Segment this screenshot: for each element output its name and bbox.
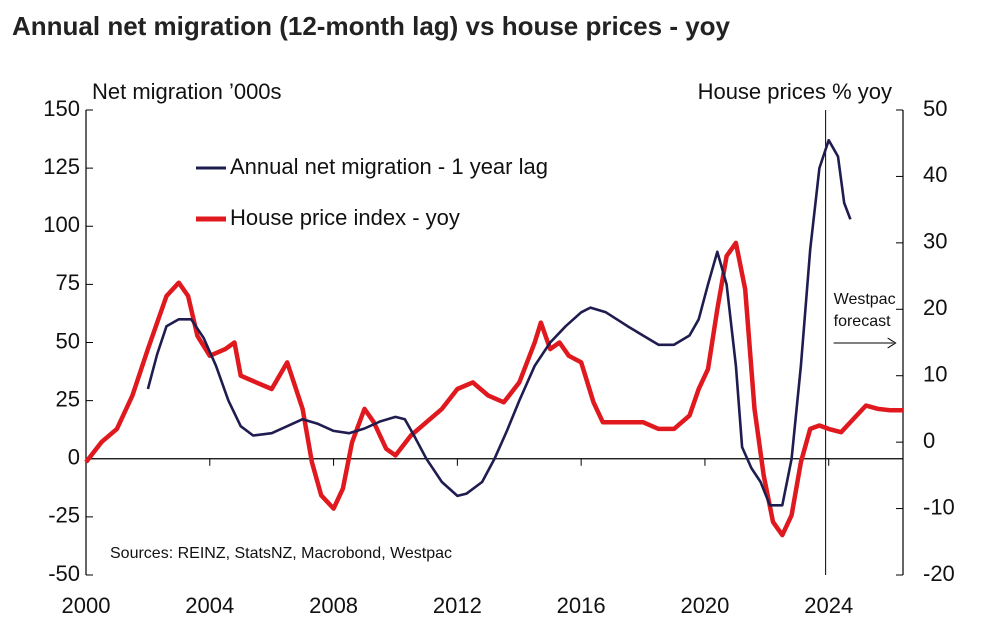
y-tick-label: 150 [43, 96, 80, 121]
annotation-text: Westpac [834, 291, 896, 308]
y-tick-label: 25 [56, 386, 80, 411]
x-tick-label: 2008 [309, 593, 358, 618]
chart-title: Annual net migration (12-month lag) vs h… [12, 11, 731, 41]
y2-tick-label: 30 [923, 229, 947, 254]
y2-tick-label: -20 [923, 561, 955, 586]
y2-tick-label: 50 [923, 96, 947, 121]
y2-tick-label: -10 [923, 494, 955, 519]
y-tick-label: 75 [56, 270, 80, 295]
y2-tick-label: 40 [923, 162, 947, 187]
annotation-arrowhead [887, 337, 897, 349]
annotation-text: forecast [834, 313, 891, 330]
legend-label: Annual net migration - 1 year lag [230, 154, 548, 179]
y-tick-label: 0 [68, 445, 80, 470]
source-note: Sources: REINZ, StatsNZ, Macrobond, West… [110, 545, 452, 562]
x-tick-label: 2016 [557, 593, 606, 618]
series-line [146, 138, 852, 507]
y2-tick-label: 0 [923, 428, 935, 453]
x-tick-label: 2020 [680, 593, 729, 618]
y-axis-label: Net migration ’000s [92, 79, 282, 104]
y2-axis-label: House prices % yoy [698, 79, 892, 104]
x-tick-label: 2004 [185, 593, 234, 618]
legend-label: House price index - yoy [230, 205, 460, 230]
y2-tick-label: 20 [923, 295, 947, 320]
x-tick-label: 2000 [62, 593, 111, 618]
series-line [84, 240, 903, 538]
y2-tick-label: 10 [923, 362, 947, 387]
x-tick-label: 2012 [433, 593, 482, 618]
y-tick-label: -25 [48, 503, 80, 528]
y-tick-label: 100 [43, 212, 80, 237]
y-tick-label: 125 [43, 154, 80, 179]
y-tick-label: 50 [56, 328, 80, 353]
y-tick-label: -50 [48, 561, 80, 586]
x-tick-label: 2024 [804, 593, 853, 618]
